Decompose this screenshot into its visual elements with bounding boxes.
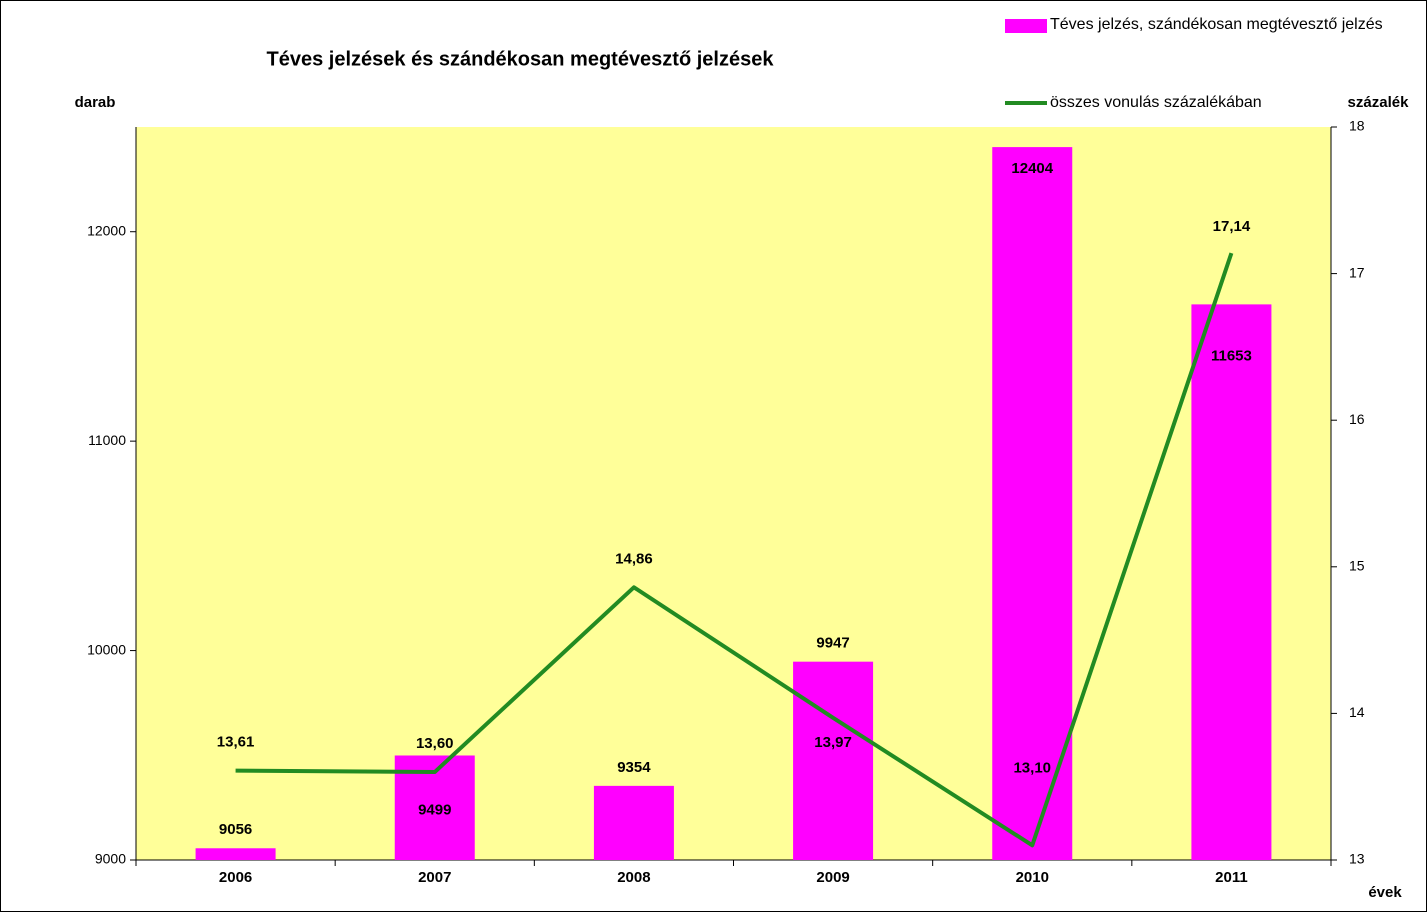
data-label: 9499 — [418, 801, 451, 818]
y-tick-label: 10000 — [87, 641, 126, 657]
y-axis-label: darab — [75, 94, 116, 111]
bar — [992, 147, 1073, 860]
legend-swatch — [1005, 19, 1047, 33]
x-tick-label: 2011 — [1215, 869, 1248, 886]
y2-tick-label: 16 — [1349, 411, 1365, 427]
legend-label: összes vonulás százalékában — [1050, 94, 1262, 111]
y2-tick-label: 17 — [1349, 264, 1365, 280]
data-label: 13,97 — [814, 734, 852, 751]
data-label: 13,10 — [1013, 759, 1051, 776]
y2-tick-label: 13 — [1349, 851, 1365, 867]
data-label: 13,60 — [416, 735, 454, 752]
x-tick-label: 2007 — [418, 869, 451, 886]
y-tick-label: 9000 — [95, 851, 126, 867]
y2-tick-label: 18 — [1349, 118, 1365, 134]
data-label: 17,14 — [1213, 218, 1251, 235]
legend-label: Téves jelzés, szándékosan megtévesztő je… — [1050, 16, 1383, 33]
data-label: 12404 — [1011, 160, 1053, 177]
x-axis-label: évek — [1368, 884, 1402, 901]
bar — [195, 848, 276, 860]
y-tick-label: 12000 — [87, 222, 126, 238]
data-label: 9354 — [617, 759, 651, 776]
y-tick-label: 11000 — [88, 432, 126, 448]
x-tick-label: 2006 — [219, 869, 252, 886]
bar — [793, 661, 874, 860]
y2-tick-label: 14 — [1349, 704, 1365, 720]
line — [235, 252, 1234, 848]
bar — [593, 785, 674, 860]
data-label: 14,86 — [615, 550, 653, 567]
data-label: 9947 — [816, 635, 849, 652]
y2-tick-label: 15 — [1349, 558, 1365, 574]
bar — [1191, 304, 1272, 860]
x-tick-label: 2009 — [816, 869, 849, 886]
x-tick-label: 2010 — [1016, 869, 1049, 886]
plot-area — [136, 127, 1331, 860]
chart-title: Téves jelzések és szándékosan megtéveszt… — [267, 48, 775, 70]
x-tick-label: 2008 — [617, 869, 650, 886]
data-label: 13,61 — [217, 734, 255, 751]
data-label: 9056 — [219, 821, 252, 838]
y2-axis-label: százalék — [1348, 94, 1410, 111]
data-label: 11653 — [1211, 347, 1252, 364]
